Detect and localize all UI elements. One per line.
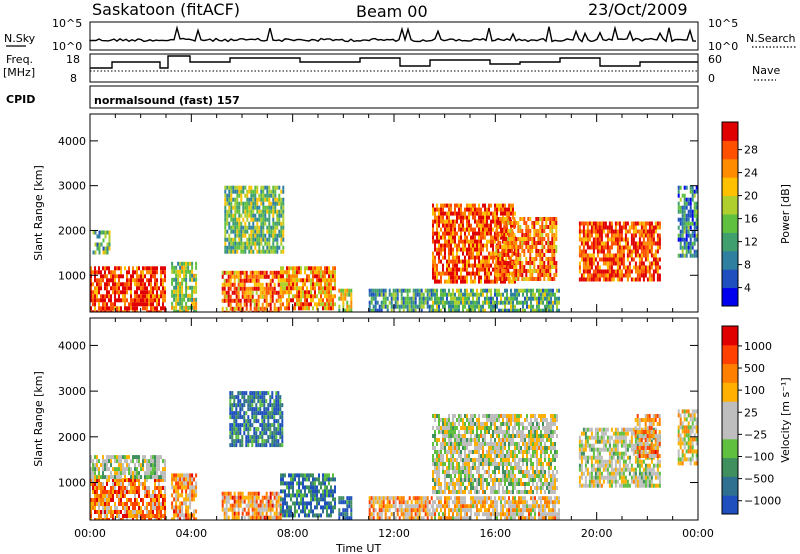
power-colorbar-tick: 16: [744, 213, 758, 226]
power-colorbar-tick: 28: [744, 144, 758, 157]
nave-tick-top: 60: [708, 53, 722, 66]
freq-trace: [90, 55, 698, 69]
nave-tick-bottom: 0: [708, 72, 715, 85]
velocity-ytick-label: 2000: [58, 431, 86, 444]
velocity-scatter: [90, 391, 698, 520]
velocity-region-5: [280, 473, 336, 518]
power-ylabel: Slant Range [km]: [32, 165, 45, 261]
cpid-text: normalsound (fast) 157: [94, 94, 240, 107]
velocity-region-9: [432, 496, 560, 520]
beam-title: Beam 00: [356, 2, 428, 21]
velocity-region-0: [90, 478, 166, 520]
nsearch-tick-bottom: 10^0: [708, 40, 738, 53]
velocity-region-6: [338, 496, 353, 520]
power-panel: 1000 2000 3000 4000 Slant Range [km] 4 8 12 16 20…: [32, 113, 792, 313]
velocity-colorbar: 1000 500 100 25 −25 −100 −500 −1000 Velocity [m …: [721, 325, 792, 515]
nave-label: Nave: [752, 64, 780, 77]
date-title: 23/Oct/2009: [588, 0, 688, 19]
velocity-region-4: [229, 391, 284, 448]
velocity-region-1: [90, 455, 166, 480]
time-tick-label: 04:00: [175, 527, 207, 540]
velocity-ylabel: Slant Range [km]: [32, 371, 45, 467]
nsearch-tick-top: 10^5: [708, 17, 738, 30]
velocity-colorbar-tick: 25: [744, 406, 758, 419]
velocity-colorbar-tick: −500: [744, 473, 774, 486]
nsky-panel-frame: [89, 21, 699, 51]
velocity-ytick-label: 4000: [58, 339, 86, 352]
velocity-colorbar-tick: −1000: [744, 495, 781, 508]
power-region-12: [677, 185, 698, 258]
power-region-4: [224, 185, 285, 254]
power-region-3: [221, 270, 282, 312]
nsearch-label: N.Search: [746, 32, 796, 45]
power-region-5: [280, 266, 336, 311]
power-ytick-label: 3000: [58, 180, 86, 193]
power-colorbar-tick: 12: [744, 236, 758, 249]
velocity-ytick-label: 1000: [58, 477, 86, 490]
power-colorbar: 4 8 12 16 20 24 28 Power [dB]: [721, 121, 792, 307]
time-tick-label: 00:00: [682, 527, 714, 540]
nsky-tick-bottom: 10^0: [52, 40, 82, 53]
cpid-panel-frame: [89, 85, 699, 109]
time-tick-label: 12:00: [378, 527, 410, 540]
power-region-10: [495, 217, 558, 281]
time-tick-label: 00:00: [74, 527, 106, 540]
power-region-7: [368, 288, 433, 312]
power-region-0: [90, 266, 166, 312]
power-ytick-label: 2000: [58, 224, 86, 237]
freq-label-2: [MHz]: [3, 66, 35, 79]
velocity-ytick-label: 3000: [58, 385, 86, 398]
velocity-region-2: [171, 473, 198, 520]
velocity-colorbar-tick: 1000: [744, 340, 772, 353]
nsky-trace: [89, 25, 696, 43]
nsky-label: N.Sky: [4, 32, 36, 45]
time-axis: 00:00 04:00 08:00 12:00 16:00 20:00 00:00: [74, 527, 714, 540]
power-region-6: [338, 288, 353, 312]
velocity-region-12: [677, 409, 698, 466]
power-colorbar-tick: 4: [744, 282, 751, 295]
time-tick-label: 20:00: [581, 527, 613, 540]
power-colorbar-label: Power [dB]: [779, 184, 792, 244]
power-scatter: [90, 185, 698, 312]
nsky-tick-top: 10^5: [52, 17, 82, 30]
velocity-colorbar-tick: 100: [744, 384, 765, 397]
power-colorbar-tick: 24: [744, 167, 758, 180]
velocity-colorbar-label: Velocity [m s⁻¹]: [779, 377, 792, 462]
time-axis-label: Time UT: [335, 542, 381, 554]
velocity-region-3: [221, 491, 282, 520]
velocity-region-7: [368, 496, 433, 520]
cpid-label: CPID: [6, 93, 35, 106]
power-region-2: [171, 261, 198, 312]
velocity-colorbar-tick: 500: [744, 362, 765, 375]
velocity-region-11: [634, 414, 661, 458]
power-region-1: [92, 230, 111, 255]
velocity-colorbar-tick: −25: [744, 428, 767, 441]
velocity-colorbar-tick: −100: [744, 450, 774, 463]
freq-tick-bottom: 8: [70, 72, 77, 85]
freq-label-1: Freq.: [6, 53, 33, 66]
velocity-region-10: [578, 427, 661, 488]
power-colorbar-tick: 20: [744, 190, 758, 203]
velocity-region-8: [432, 414, 558, 494]
station-title: Saskatoon (fitACF): [92, 0, 240, 19]
power-region-11: [578, 221, 661, 282]
power-region-9: [432, 288, 560, 312]
time-tick-label: 08:00: [277, 527, 309, 540]
time-tick-label: 16:00: [479, 527, 511, 540]
power-ytick-label: 1000: [58, 269, 86, 282]
freq-tick-top: 18: [66, 53, 80, 66]
power-colorbar-tick: 8: [744, 259, 751, 272]
power-ytick-label: 4000: [58, 135, 86, 148]
